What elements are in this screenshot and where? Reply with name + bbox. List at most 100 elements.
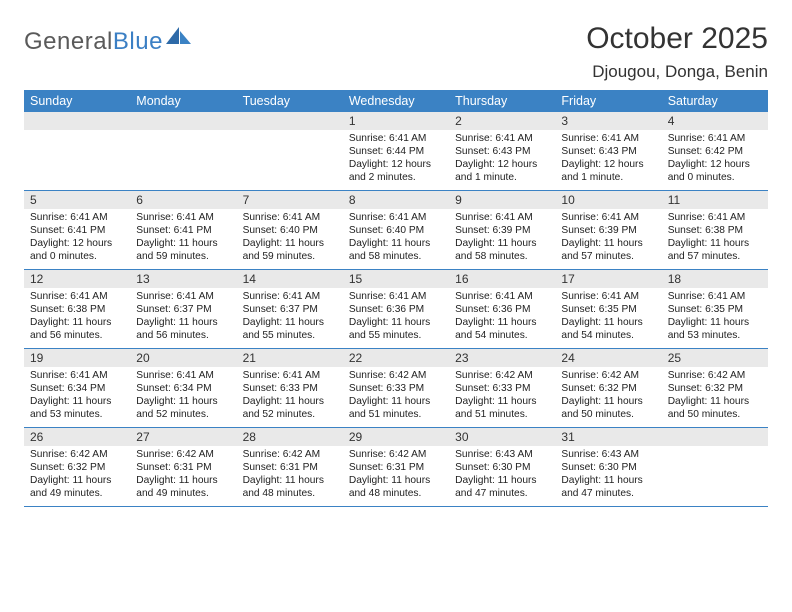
- sunset-text: Sunset: 6:37 PM: [243, 303, 337, 316]
- day-cell: 2Sunrise: 6:41 AMSunset: 6:43 PMDaylight…: [449, 112, 555, 190]
- calendar-page: GeneralBlue October 2025 Djougou, Donga,…: [0, 0, 792, 507]
- sunrise-text: Sunrise: 6:41 AM: [243, 290, 337, 303]
- day-number: [130, 112, 236, 130]
- day-cell: 18Sunrise: 6:41 AMSunset: 6:35 PMDayligh…: [662, 270, 768, 348]
- sunrise-text: Sunrise: 6:41 AM: [136, 211, 230, 224]
- day-details-empty: [662, 446, 768, 465]
- sunset-text: Sunset: 6:40 PM: [243, 224, 337, 237]
- daylight-text: Daylight: 12 hours and 2 minutes.: [349, 158, 443, 184]
- day-details: Sunrise: 6:41 AMSunset: 6:40 PMDaylight:…: [237, 209, 343, 267]
- sunset-text: Sunset: 6:41 PM: [30, 224, 124, 237]
- header: GeneralBlue October 2025 Djougou, Donga,…: [24, 22, 768, 82]
- day-number: 30: [449, 428, 555, 446]
- sunrise-text: Sunrise: 6:42 AM: [455, 369, 549, 382]
- day-number: 2: [449, 112, 555, 130]
- day-cell: 16Sunrise: 6:41 AMSunset: 6:36 PMDayligh…: [449, 270, 555, 348]
- day-details: Sunrise: 6:41 AMSunset: 6:35 PMDaylight:…: [662, 288, 768, 346]
- day-number: 31: [555, 428, 661, 446]
- day-cell: 12Sunrise: 6:41 AMSunset: 6:38 PMDayligh…: [24, 270, 130, 348]
- day-number: 19: [24, 349, 130, 367]
- day-number: 23: [449, 349, 555, 367]
- day-cell: 8Sunrise: 6:41 AMSunset: 6:40 PMDaylight…: [343, 191, 449, 269]
- day-cell: 26Sunrise: 6:42 AMSunset: 6:32 PMDayligh…: [24, 428, 130, 506]
- sunrise-text: Sunrise: 6:41 AM: [136, 290, 230, 303]
- day-number: 5: [24, 191, 130, 209]
- day-number: 16: [449, 270, 555, 288]
- weekday-friday: Friday: [555, 90, 661, 112]
- day-details: Sunrise: 6:41 AMSunset: 6:33 PMDaylight:…: [237, 367, 343, 425]
- day-number: 10: [555, 191, 661, 209]
- day-number: 13: [130, 270, 236, 288]
- week-row: 26Sunrise: 6:42 AMSunset: 6:32 PMDayligh…: [24, 428, 768, 507]
- day-number: [237, 112, 343, 130]
- day-number: 17: [555, 270, 661, 288]
- day-details: Sunrise: 6:42 AMSunset: 6:32 PMDaylight:…: [24, 446, 130, 504]
- sunset-text: Sunset: 6:36 PM: [455, 303, 549, 316]
- daylight-text: Daylight: 12 hours and 0 minutes.: [30, 237, 124, 263]
- sunrise-text: Sunrise: 6:43 AM: [455, 448, 549, 461]
- sunrise-text: Sunrise: 6:41 AM: [668, 290, 762, 303]
- weekday-thursday: Thursday: [449, 90, 555, 112]
- day-number: 24: [555, 349, 661, 367]
- weekday-header: Sunday Monday Tuesday Wednesday Thursday…: [24, 90, 768, 112]
- day-details: Sunrise: 6:41 AMSunset: 6:37 PMDaylight:…: [130, 288, 236, 346]
- day-cell: 1Sunrise: 6:41 AMSunset: 6:44 PMDaylight…: [343, 112, 449, 190]
- sunset-text: Sunset: 6:33 PM: [455, 382, 549, 395]
- brand-sail-icon: [166, 27, 192, 45]
- day-cell: 9Sunrise: 6:41 AMSunset: 6:39 PMDaylight…: [449, 191, 555, 269]
- day-cell: 3Sunrise: 6:41 AMSunset: 6:43 PMDaylight…: [555, 112, 661, 190]
- sunrise-text: Sunrise: 6:41 AM: [30, 290, 124, 303]
- daylight-text: Daylight: 11 hours and 47 minutes.: [455, 474, 549, 500]
- sunrise-text: Sunrise: 6:41 AM: [668, 132, 762, 145]
- day-details: Sunrise: 6:41 AMSunset: 6:44 PMDaylight:…: [343, 130, 449, 188]
- daylight-text: Daylight: 11 hours and 50 minutes.: [561, 395, 655, 421]
- sunset-text: Sunset: 6:42 PM: [668, 145, 762, 158]
- day-cell: 27Sunrise: 6:42 AMSunset: 6:31 PMDayligh…: [130, 428, 236, 506]
- daylight-text: Daylight: 11 hours and 52 minutes.: [243, 395, 337, 421]
- day-details: Sunrise: 6:41 AMSunset: 6:39 PMDaylight:…: [555, 209, 661, 267]
- daylight-text: Daylight: 11 hours and 57 minutes.: [561, 237, 655, 263]
- day-details: Sunrise: 6:41 AMSunset: 6:41 PMDaylight:…: [130, 209, 236, 267]
- daylight-text: Daylight: 11 hours and 52 minutes.: [136, 395, 230, 421]
- day-details: Sunrise: 6:41 AMSunset: 6:42 PMDaylight:…: [662, 130, 768, 188]
- day-number: 11: [662, 191, 768, 209]
- day-number: 20: [130, 349, 236, 367]
- week-row: 12Sunrise: 6:41 AMSunset: 6:38 PMDayligh…: [24, 270, 768, 349]
- day-details: Sunrise: 6:41 AMSunset: 6:36 PMDaylight:…: [449, 288, 555, 346]
- day-cell: [237, 112, 343, 190]
- day-cell: [662, 428, 768, 506]
- day-number: 25: [662, 349, 768, 367]
- brand-part1: General: [24, 28, 113, 55]
- sunset-text: Sunset: 6:30 PM: [561, 461, 655, 474]
- day-cell: 13Sunrise: 6:41 AMSunset: 6:37 PMDayligh…: [130, 270, 236, 348]
- sunset-text: Sunset: 6:43 PM: [561, 145, 655, 158]
- day-details-empty: [24, 130, 130, 149]
- day-number: 6: [130, 191, 236, 209]
- sunset-text: Sunset: 6:31 PM: [349, 461, 443, 474]
- sunset-text: Sunset: 6:32 PM: [561, 382, 655, 395]
- sunrise-text: Sunrise: 6:42 AM: [349, 448, 443, 461]
- day-details: Sunrise: 6:42 AMSunset: 6:33 PMDaylight:…: [449, 367, 555, 425]
- sunrise-text: Sunrise: 6:41 AM: [561, 211, 655, 224]
- day-details: Sunrise: 6:42 AMSunset: 6:31 PMDaylight:…: [343, 446, 449, 504]
- sunrise-text: Sunrise: 6:41 AM: [243, 369, 337, 382]
- day-cell: 31Sunrise: 6:43 AMSunset: 6:30 PMDayligh…: [555, 428, 661, 506]
- day-cell: 19Sunrise: 6:41 AMSunset: 6:34 PMDayligh…: [24, 349, 130, 427]
- calendar-grid: Sunday Monday Tuesday Wednesday Thursday…: [24, 90, 768, 507]
- week-row: 5Sunrise: 6:41 AMSunset: 6:41 PMDaylight…: [24, 191, 768, 270]
- sunrise-text: Sunrise: 6:42 AM: [243, 448, 337, 461]
- day-details: Sunrise: 6:41 AMSunset: 6:37 PMDaylight:…: [237, 288, 343, 346]
- sunrise-text: Sunrise: 6:41 AM: [136, 369, 230, 382]
- day-details: Sunrise: 6:42 AMSunset: 6:31 PMDaylight:…: [130, 446, 236, 504]
- day-number: 9: [449, 191, 555, 209]
- sunrise-text: Sunrise: 6:41 AM: [455, 290, 549, 303]
- daylight-text: Daylight: 11 hours and 56 minutes.: [30, 316, 124, 342]
- sunrise-text: Sunrise: 6:41 AM: [30, 211, 124, 224]
- sunset-text: Sunset: 6:36 PM: [349, 303, 443, 316]
- day-number: 15: [343, 270, 449, 288]
- sunset-text: Sunset: 6:32 PM: [668, 382, 762, 395]
- day-cell: 25Sunrise: 6:42 AMSunset: 6:32 PMDayligh…: [662, 349, 768, 427]
- title-block: October 2025 Djougou, Donga, Benin: [586, 22, 768, 82]
- sunset-text: Sunset: 6:39 PM: [455, 224, 549, 237]
- day-details-empty: [130, 130, 236, 149]
